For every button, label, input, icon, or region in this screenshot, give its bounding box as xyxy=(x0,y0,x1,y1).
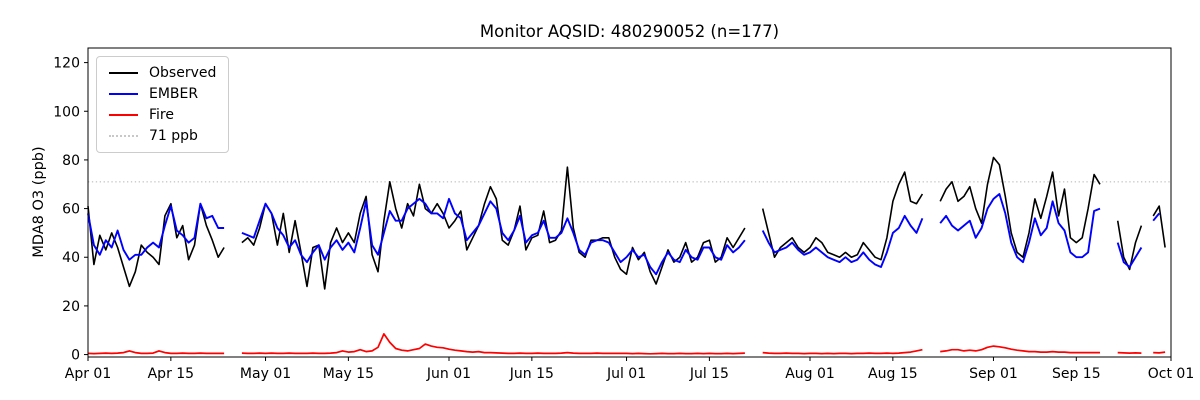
legend-label-fire: Fire xyxy=(149,107,174,123)
x-tick-label: Jul 01 xyxy=(606,366,646,382)
legend-label-threshold: 71 ppb xyxy=(149,128,198,144)
chart-title: Monitor AQSID: 480290052 (n=177) xyxy=(479,22,780,41)
x-tick-label: Jun 15 xyxy=(509,366,554,382)
y-tick-label: 60 xyxy=(62,202,80,218)
x-tick-label: Aug 15 xyxy=(868,366,918,382)
legend-label-ember: EMBER xyxy=(149,86,199,102)
legend-item-threshold: 71 ppb xyxy=(109,129,216,143)
legend-item-fire: Fire xyxy=(109,108,216,122)
ember-line xyxy=(87,193,1160,276)
y-tick-label: 80 xyxy=(62,153,80,169)
x-tick-label: Apr 15 xyxy=(148,366,194,382)
fire-line-sample xyxy=(109,114,138,116)
y-tick-label: 20 xyxy=(62,299,80,315)
y-tick-label: 40 xyxy=(62,250,80,266)
x-tick-label: Aug 01 xyxy=(785,366,835,382)
threshold-line-sample xyxy=(109,135,138,137)
fire-line xyxy=(87,333,1166,355)
legend-label-observed: Observed xyxy=(149,65,217,81)
x-tick-label: Sep 01 xyxy=(969,366,1018,382)
legend: Observed EMBER Fire 71 ppb xyxy=(96,56,230,153)
legend-item-observed: Observed xyxy=(109,66,216,80)
x-tick-label: May 15 xyxy=(323,366,374,382)
observed-line xyxy=(87,156,1166,290)
observed-line-sample xyxy=(109,72,138,74)
y-tick-label: 100 xyxy=(53,104,80,120)
axes-frame xyxy=(87,47,1172,358)
x-tick-label: Jun 01 xyxy=(426,366,471,382)
x-tick-label: Jul 15 xyxy=(689,366,729,382)
ember-line-sample xyxy=(109,93,138,95)
y-tick-label: 0 xyxy=(71,348,80,364)
x-tick-label: Oct 01 xyxy=(1148,366,1194,382)
x-tick-label: May 01 xyxy=(240,366,291,382)
legend-item-ember: EMBER xyxy=(109,87,216,101)
y-tick-label: 120 xyxy=(53,56,80,72)
x-tick-label: Sep 15 xyxy=(1052,366,1101,382)
x-tick-label: Apr 01 xyxy=(65,366,111,382)
